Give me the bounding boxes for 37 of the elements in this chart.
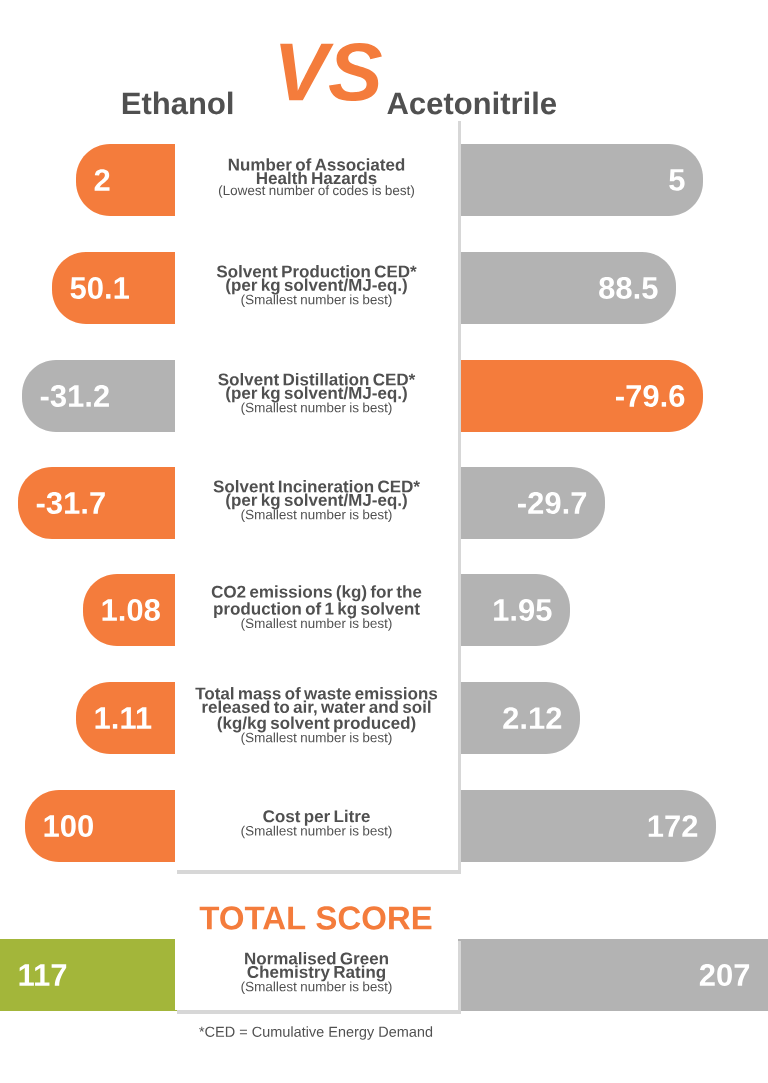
text: (Lowest number of codes is best)	[218, 185, 415, 198]
category-label: Solvent Production CED* (per kg solvent/MJ-eq.)	[216, 265, 417, 295]
text: (Smallest number is best)	[241, 294, 392, 307]
category-label: Cost per Litre	[263, 809, 370, 826]
data-label: 1.08	[102, 599, 160, 621]
category-label: Total mass of waste emissions released to air, water and soil (kg/kg solvent produced)	[195, 687, 438, 733]
text: *CED = Cumulative Energy Demand	[199, 1026, 433, 1040]
data-label: 100	[44, 815, 93, 837]
category-label: CO2 emissions (kg) for the production of 1 kg solvent	[211, 585, 422, 619]
text: TOTAL SCORE	[199, 906, 432, 930]
series-label: Ethanol	[122, 91, 233, 115]
text: (Smallest number is best)	[241, 981, 392, 994]
data-label: 2	[94, 169, 110, 191]
text: VS	[280, 42, 382, 102]
data-label: 88.5	[599, 277, 658, 299]
text: (Smallest number is best)	[241, 825, 392, 839]
data-label: 1.95	[494, 599, 552, 621]
category-label: Solvent Distillation CED* (per kg solvent/MJ-eq.)	[218, 373, 416, 403]
text: (Smallest number is best)	[241, 618, 392, 631]
category-label: Number of Associated Health Hazards	[228, 158, 405, 185]
data-label: -29.7	[518, 492, 587, 514]
data-label: -31.2	[40, 385, 109, 407]
text: (Smallest number is best)	[241, 509, 392, 522]
data-label: -31.7	[36, 492, 105, 514]
text: (Smallest number is best)	[241, 732, 392, 745]
data-label: 172	[648, 815, 698, 837]
text: (Smallest number is best)	[241, 402, 392, 415]
data-label: 1.11	[95, 707, 152, 729]
data-label: 5	[669, 169, 685, 191]
data-label: 117	[19, 964, 67, 986]
category-label: Solvent Incineration CED* (per kg solvent/MJ-eq.)	[213, 480, 420, 510]
data-label: -79.6	[616, 385, 685, 407]
series-label: Acetonitrile	[387, 91, 557, 115]
data-label: 207	[699, 964, 750, 986]
category-label: Normalised Green Chemistry Rating	[245, 952, 388, 982]
data-label: 2.12	[503, 707, 562, 729]
data-label: 50.1	[70, 277, 129, 299]
